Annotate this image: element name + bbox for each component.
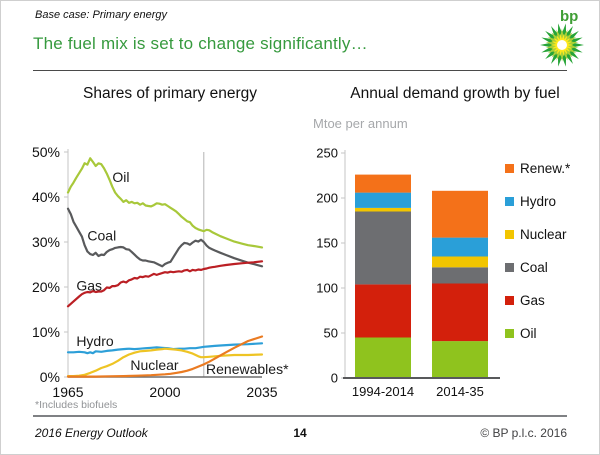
gas-segment-0 (355, 284, 411, 338)
y-tick-label: 100 (316, 281, 338, 296)
page-title: The fuel mix is set to change significan… (33, 34, 368, 53)
demand-chart-title: Annual demand growth by fuel (350, 85, 560, 102)
legend-swatch (505, 196, 514, 206)
y-tick-label: 10% (32, 324, 60, 340)
nuclear-segment-1 (432, 256, 488, 268)
gas-line (66, 260, 264, 308)
hydro-series-label: Hydro (76, 333, 114, 349)
legend-item: Renew.* (505, 160, 571, 176)
y-tick-label: 50 (324, 326, 338, 341)
bp-logo (538, 22, 586, 70)
footnote: *Includes biofuels (35, 399, 118, 411)
renew-segment-1 (432, 190, 488, 238)
gas-segment-1 (432, 283, 488, 342)
legend-swatch (505, 295, 514, 305)
footer-outlook-label: 2016 Energy Outlook (35, 426, 148, 440)
shares-chart-title: Shares of primary energy (82, 85, 258, 102)
legend-item: Coal (505, 259, 570, 275)
legend-label: Renew.* (520, 160, 571, 176)
shares-chart-svg: 0% 10% 20% 30% 40% 50% 1965 2000 2035 Oil Coal Gas H… (32, 144, 289, 400)
oil-segment-1 (432, 341, 488, 378)
renewables-series-label: Renewables* (206, 361, 289, 377)
coal-series-label: Coal (87, 228, 116, 244)
bp-helios-icon (540, 23, 584, 67)
hydro-segment-1 (432, 237, 488, 257)
gas-series-label: Gas (76, 278, 102, 294)
x-category-label: 2014-35 (436, 384, 484, 399)
nuclear-segment-0 (355, 207, 411, 212)
footer-copyright: © BP p.l.c. 2016 (480, 426, 567, 440)
coal-segment-0 (355, 211, 411, 285)
legend-label: Gas (520, 292, 545, 308)
x-tick-label: 2000 (149, 384, 180, 400)
y-tick-label: 50% (32, 144, 60, 160)
demand-chart-unit-label: Mtoe per annum (313, 116, 408, 131)
legend-item: Gas (505, 292, 570, 308)
legend-swatch (505, 163, 514, 173)
page-number: 14 (293, 426, 307, 440)
y-tick-label: 30% (32, 234, 60, 250)
legend-item: Nuclear (505, 226, 570, 242)
legend-label: Hydro (520, 193, 557, 209)
kicker: Base case: Primary energy (35, 9, 168, 21)
hydro-line (66, 342, 264, 355)
oil-segment-0 (355, 337, 411, 378)
legend-swatch (505, 262, 514, 272)
nuclear-line (66, 347, 264, 378)
x-tick-label: 1965 (52, 384, 83, 400)
oil-series-label: Oil (112, 169, 129, 185)
y-tick-label: 150 (316, 236, 338, 251)
legend-item: Oil (505, 325, 570, 341)
y-tick-label: 0% (40, 369, 60, 385)
coal-segment-1 (432, 267, 488, 284)
renewables-line (66, 335, 264, 378)
legend-label: Oil (520, 325, 537, 341)
legend-label: Coal (520, 259, 548, 275)
y-tick-label: 0 (331, 371, 338, 386)
y-tick-label: 250 (316, 146, 338, 161)
hydro-segment-0 (355, 192, 411, 208)
x-category-label: 1994-2014 (352, 384, 414, 399)
bp-wordmark: bp (560, 8, 579, 25)
footer-rule (33, 415, 567, 417)
legend-item: Hydro (505, 193, 570, 209)
legend-swatch (505, 229, 514, 239)
y-tick-label: 40% (32, 189, 60, 205)
demand-chart-legend: Renew.* Hydro Nuclear Coal Gas Oil (505, 161, 570, 359)
y-tick-label: 20% (32, 279, 60, 295)
oil-line (66, 157, 264, 249)
x-tick-label: 2035 (246, 384, 277, 400)
demand-chart-svg: 0 50 100 150 200 250 1994-2014 2014-35 (316, 146, 500, 399)
helios-center (557, 40, 567, 50)
header-rule (33, 70, 567, 71)
coal-line (66, 207, 264, 268)
legend-swatch (505, 328, 514, 338)
nuclear-series-label: Nuclear (130, 357, 179, 373)
legend-label: Nuclear (520, 226, 567, 242)
renew-segment-0 (355, 174, 411, 193)
y-tick-label: 200 (316, 191, 338, 206)
